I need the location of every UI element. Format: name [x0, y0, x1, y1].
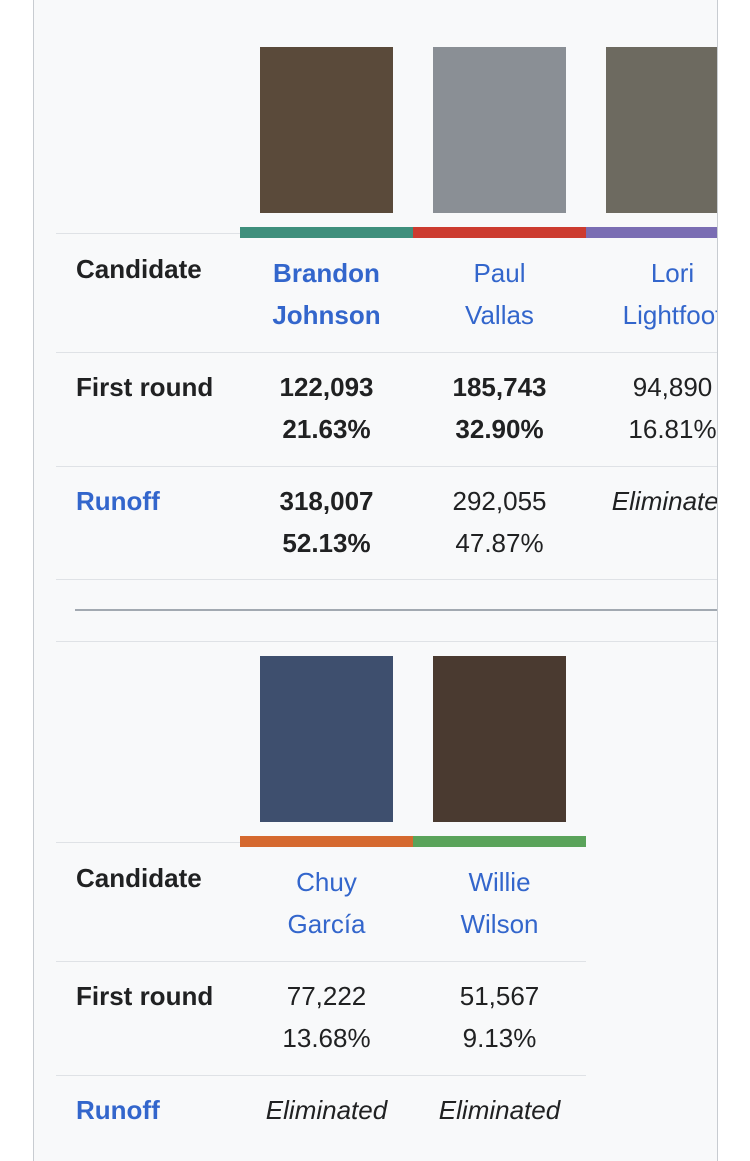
text: 292,055 — [452, 486, 547, 516]
text: Chuy — [296, 867, 357, 897]
text: 94,890 — [632, 372, 713, 402]
text: Lightfoot — [622, 300, 718, 330]
row-divider — [56, 579, 717, 580]
text: Wilson — [460, 909, 539, 939]
runoff-result: Eliminated — [240, 1089, 413, 1131]
text: 52.13% — [282, 528, 371, 558]
first-round-result: 185,743 32.90% — [413, 366, 586, 450]
text: Johnson — [272, 300, 381, 330]
candidate-photo — [260, 656, 393, 822]
text: Lori — [650, 258, 695, 288]
first-round-result: 94,890 16.81% — [586, 366, 717, 450]
text: Eliminated — [438, 1095, 561, 1125]
text: Vallas — [465, 300, 534, 330]
text: 13.68% — [282, 1023, 371, 1053]
text: 32.90% — [455, 414, 544, 444]
text: Runoff — [76, 1095, 160, 1125]
text: Willie — [468, 867, 531, 897]
row-label[interactable]: Runoff — [76, 1089, 226, 1131]
candidate-photo — [433, 47, 566, 213]
text: Paul — [473, 258, 526, 288]
text: Candidate — [76, 254, 202, 284]
row-label: First round — [76, 366, 226, 408]
runoff-result: Eliminated — [413, 1089, 586, 1131]
row-label: Candidate — [76, 857, 226, 899]
party-color-bar — [240, 836, 413, 847]
runoff-result: 292,055 47.87% — [413, 480, 586, 564]
text: 9.13% — [462, 1023, 537, 1053]
text: 122,093 — [279, 372, 374, 402]
text: Brandon — [273, 258, 380, 288]
row-label[interactable]: Runoff — [76, 480, 226, 522]
candidate-name[interactable]: Paul Vallas — [413, 252, 586, 336]
row-divider — [56, 641, 717, 642]
text: Candidate — [76, 863, 202, 893]
row-divider — [56, 352, 717, 353]
text: García — [287, 909, 366, 939]
candidate-name[interactable]: Willie Wilson — [413, 861, 586, 945]
candidate-name[interactable]: Chuy García — [240, 861, 413, 945]
text: 51,567 — [459, 981, 540, 1011]
text: 21.63% — [282, 414, 371, 444]
party-color-bar — [586, 227, 717, 238]
infobox: Candidate First round Runoff Brandon Johnson… — [33, 0, 718, 1161]
row-label: Candidate — [76, 248, 226, 290]
candidate-name[interactable]: Lori Lightfoot — [586, 252, 718, 336]
first-round-result: 77,222 13.68% — [240, 975, 413, 1059]
text: First round — [76, 372, 214, 402]
text: 318,007 — [279, 486, 374, 516]
text: 77,222 — [286, 981, 367, 1011]
text: 16.81% — [628, 414, 717, 444]
text: 47.87% — [455, 528, 544, 558]
text: Eliminated — [611, 486, 718, 516]
row-divider — [56, 961, 586, 962]
row-label: First round — [76, 975, 226, 1017]
text: First round — [76, 981, 214, 1011]
party-color-bar — [413, 836, 586, 847]
party-color-bar — [413, 227, 586, 238]
first-round-result: 122,093 21.63% — [240, 366, 413, 450]
text: 185,743 — [452, 372, 547, 402]
row-divider — [56, 1075, 586, 1076]
row-divider — [56, 466, 717, 467]
candidate-photo — [606, 47, 717, 213]
text: Eliminated — [265, 1095, 388, 1125]
candidate-photo — [433, 656, 566, 822]
runoff-result: 318,007 52.13% — [240, 480, 413, 564]
text: Runoff — [76, 486, 160, 516]
candidate-photo — [260, 47, 393, 213]
party-color-bar — [240, 227, 413, 238]
separator — [75, 609, 717, 611]
runoff-result: Eliminated — [586, 480, 718, 522]
first-round-result: 51,567 9.13% — [413, 975, 586, 1059]
candidate-name[interactable]: Brandon Johnson — [240, 252, 413, 336]
